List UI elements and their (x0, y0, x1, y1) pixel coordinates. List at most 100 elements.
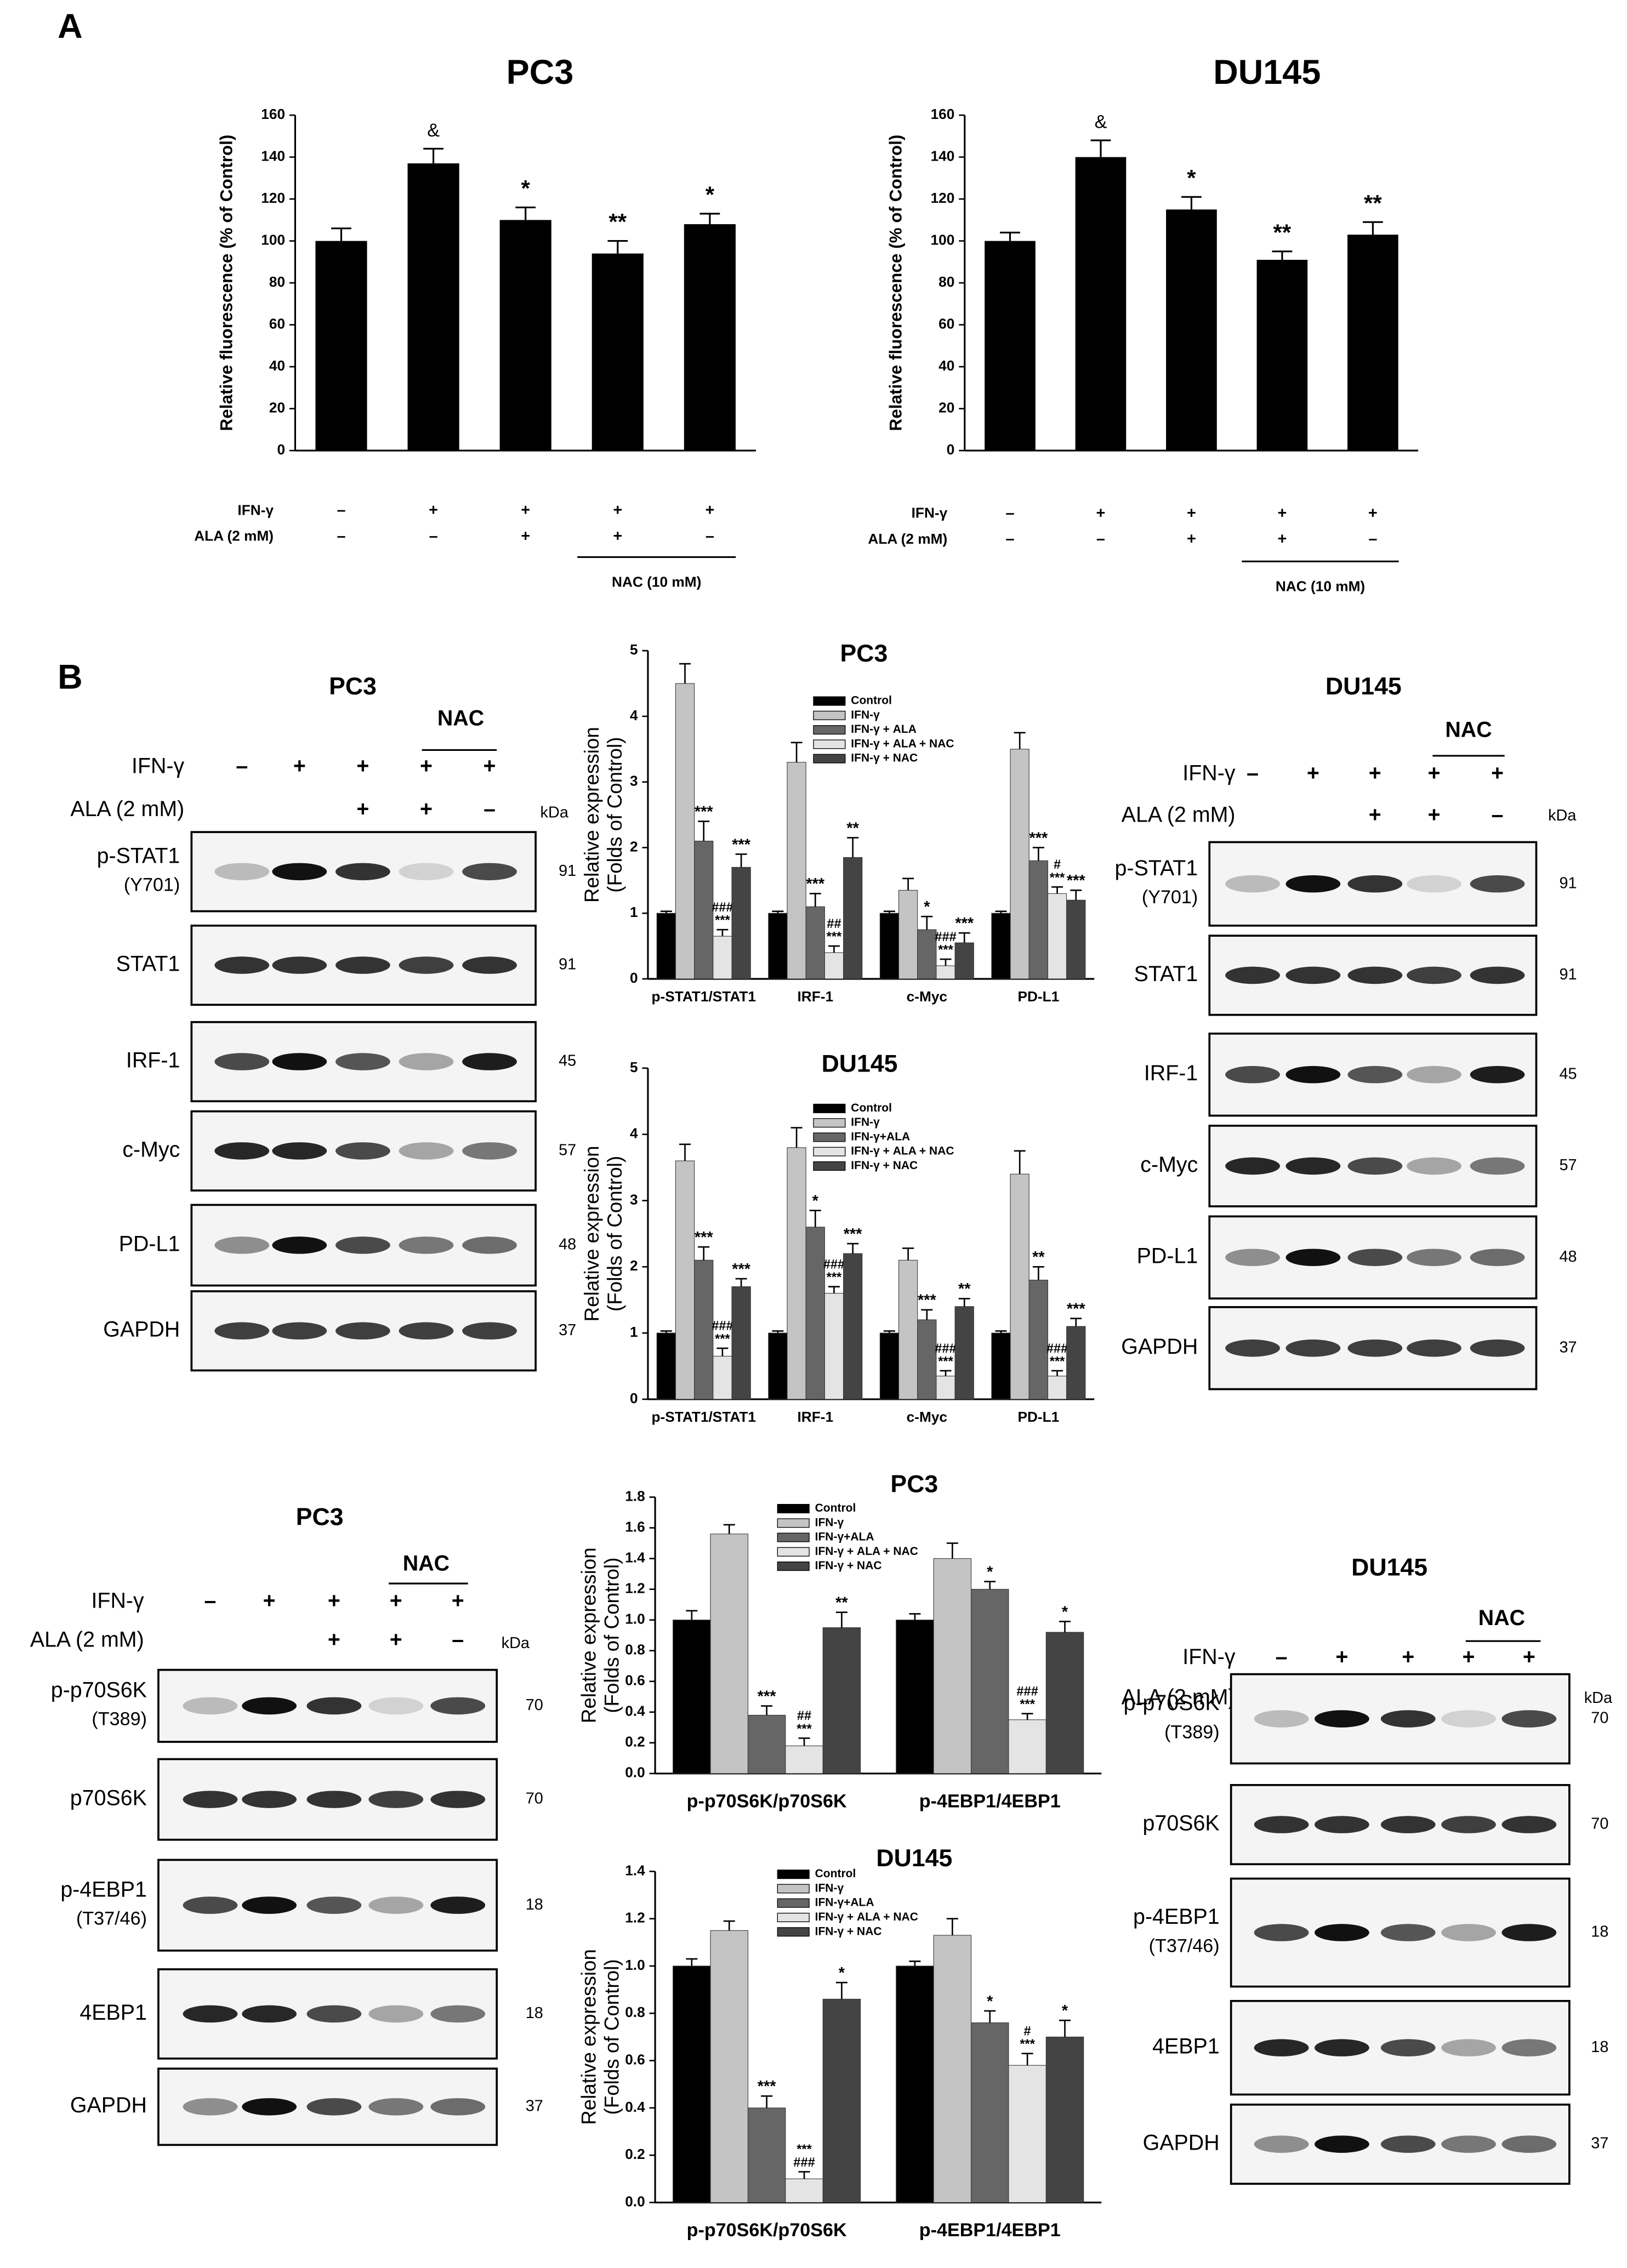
treatment-sign: + (263, 1589, 276, 1613)
treatment-label: ALA (2 mM) (1122, 803, 1236, 827)
blot-band (335, 1053, 390, 1070)
blot-band (1501, 2039, 1557, 2056)
x-tick-label: IRF-1 (797, 988, 833, 1005)
treatment-sign: – (337, 502, 345, 519)
y-tick-label: 1.0 (625, 1957, 645, 1973)
legend-swatch (813, 1118, 846, 1128)
blot-band (1285, 1339, 1341, 1357)
kda-label: 37 (559, 1321, 576, 1339)
y-tick-label: 0 (630, 970, 638, 986)
blot-band (1441, 2039, 1496, 2056)
blot-band (1315, 1924, 1369, 1941)
significance-label: ### (1016, 1684, 1038, 1699)
bracket-label: NAC (10 mM) (1276, 578, 1365, 595)
blot-band (1254, 2039, 1309, 2056)
error-bar (835, 1981, 847, 1999)
error-bar (698, 820, 710, 841)
bar (694, 1260, 714, 1400)
error-bar (958, 1297, 970, 1307)
y-tick-label: 3 (630, 773, 638, 789)
error-bar (686, 1958, 698, 1966)
unit-label: kDa (541, 804, 569, 822)
row-label: PD-L1 (119, 1232, 180, 1256)
bar (1047, 893, 1067, 979)
error-bar (686, 1610, 698, 1620)
blot-band (214, 1053, 270, 1070)
blot-band (430, 1697, 486, 1715)
error-bar (1059, 2019, 1071, 2037)
significance-label: *** (938, 1354, 953, 1369)
bar (1008, 1719, 1046, 1774)
blot-band (462, 1053, 517, 1070)
chart-title: PC3 (890, 1471, 938, 1497)
error-bar (995, 910, 1007, 914)
unit-label: kDa (1548, 807, 1577, 824)
bar (656, 1332, 676, 1400)
treatment-sign: – (452, 1628, 464, 1652)
treatment-label: IFN-γ (1182, 1645, 1236, 1669)
treatment-sign: + (293, 754, 306, 778)
bar (1066, 1326, 1086, 1400)
significance-label: # (1024, 2024, 1031, 2038)
significance-label: *** (695, 1229, 713, 1246)
legend-swatch (813, 1103, 846, 1113)
row-label: p-p70S6K (51, 1678, 147, 1702)
legend-label: IFN-γ + ALA + NAC (851, 1145, 954, 1158)
bar (713, 1355, 732, 1400)
legend-swatch (777, 1927, 810, 1937)
row-label: p-4EBP1 (60, 1877, 147, 1901)
y-tick-label: 0.2 (625, 2146, 645, 2162)
legend-label: IFN-γ (815, 1882, 844, 1894)
bar (917, 929, 937, 979)
treatment-sign: – (337, 527, 345, 545)
significance-label: ## (797, 1709, 811, 1723)
bar (768, 1332, 788, 1400)
blot-band (1285, 966, 1341, 984)
bar (879, 913, 900, 979)
bar (954, 1306, 974, 1400)
bar (1028, 1279, 1049, 1400)
bar (710, 1930, 748, 2203)
error-bar (909, 1613, 921, 1620)
error-bar (1362, 221, 1383, 235)
error-bar (1021, 1713, 1033, 1720)
blot-band (1441, 1816, 1496, 1833)
blot-title: DU145 (1351, 1554, 1427, 1581)
blot-band (1347, 1065, 1403, 1084)
y-tick-label: 60 (938, 316, 954, 332)
x-tick-label: PD-L1 (1017, 1409, 1059, 1425)
error-bar (902, 1247, 914, 1261)
error-bar (679, 663, 691, 684)
blot-band (1441, 2135, 1496, 2153)
bar (898, 890, 918, 979)
x-tick-label: IRF-1 (797, 1409, 833, 1425)
bar (499, 220, 551, 451)
treatment-sign: – (1276, 1645, 1288, 1669)
blot-band (183, 1791, 238, 1808)
y-tick-label: 20 (938, 400, 954, 416)
y-tick-label: 3 (630, 1191, 638, 1207)
blot-band (462, 1322, 517, 1340)
row-label: 4EBP1 (79, 2001, 147, 2025)
row-label: IRF-1 (1144, 1061, 1198, 1085)
blot-band (1225, 1157, 1280, 1175)
significance-label: *** (1020, 1697, 1035, 1712)
legend-swatch (777, 1898, 810, 1908)
significance-label: *** (758, 2078, 776, 2095)
blot-band (242, 1697, 297, 1715)
significance-label: * (812, 1192, 819, 1210)
legend-swatch (813, 725, 846, 735)
bar (1047, 1376, 1067, 1400)
significance-label: ** (835, 1594, 848, 1612)
bar (407, 163, 459, 451)
blot-band (1380, 2039, 1436, 2056)
significance-label: *** (758, 1688, 776, 1705)
significance-label: *** (844, 1226, 862, 1243)
row-label: p-p70S6K (1124, 1691, 1220, 1715)
blot-band (214, 956, 270, 974)
significance-label: *** (806, 875, 824, 893)
blot-band (1315, 2135, 1369, 2153)
legend-swatch (777, 1532, 810, 1542)
y-tick-label: 140 (931, 148, 955, 164)
